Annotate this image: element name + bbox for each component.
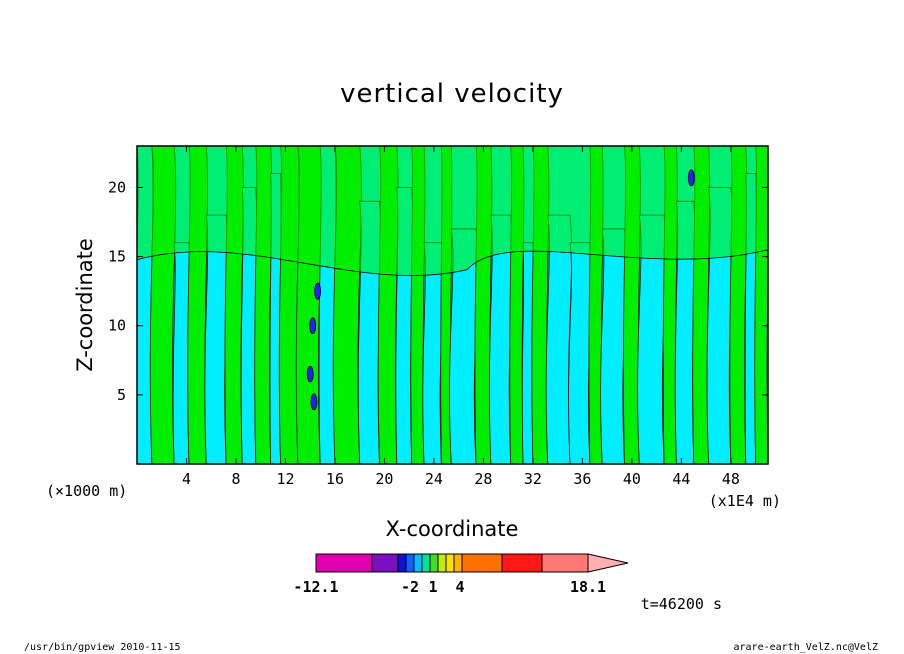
x-tick-label: 8	[231, 470, 240, 488]
colorbar-segment	[421, 553, 431, 573]
colorbar-segment	[429, 553, 439, 573]
colorbar-segment	[371, 553, 399, 573]
colorbar-segment	[413, 553, 423, 573]
colorbar-arrow	[587, 553, 629, 573]
colorbar	[315, 553, 629, 573]
colorbar-tick-label: 1	[428, 578, 437, 596]
x-tick-label: 16	[326, 470, 344, 488]
x-tick-label: 44	[672, 470, 690, 488]
y-tick-label: 10	[108, 317, 126, 335]
negative-spot	[310, 393, 318, 411]
negative-spot	[687, 169, 695, 187]
colorbar-segment	[453, 553, 463, 573]
plot-frame	[136, 145, 769, 465]
y-axis-ticks: 5 10 15 20	[108, 178, 768, 404]
negative-spot	[314, 282, 322, 300]
colorbar-max-label: 18.1	[570, 578, 606, 596]
x-tick-label: 36	[573, 470, 591, 488]
negative-spot	[306, 365, 314, 383]
negative-spot	[309, 317, 317, 335]
field-column	[600, 228, 627, 464]
y-tick-label: 5	[117, 386, 126, 404]
x-tick-label: 40	[623, 470, 641, 488]
x-tick-label: 12	[276, 470, 294, 488]
x-unit-right: (x1E4 m)	[709, 492, 781, 510]
upper-band	[137, 146, 768, 276]
velocity-field	[137, 146, 768, 464]
footer-right: arare-earth_VelZ.nc@VelZ	[734, 642, 879, 653]
x-tick-label: 4	[182, 470, 191, 488]
colorbar-tick-label: -2	[401, 578, 419, 596]
colorbar-segment	[541, 553, 589, 573]
colorbar-segment	[445, 553, 455, 573]
colorbar-tick-label: 4	[455, 578, 464, 596]
y-tick-label: 15	[108, 248, 126, 266]
colorbar-segment	[437, 553, 447, 573]
negative-velocity-spots	[306, 169, 695, 411]
time-label: t=46200 s	[641, 595, 722, 613]
colorbar-segment	[397, 553, 407, 573]
x-tick-label: 28	[474, 470, 492, 488]
x-tick-label: 48	[722, 470, 740, 488]
y-tick-label: 20	[108, 178, 126, 196]
colorbar-tick-labels: -2 1 4	[401, 578, 465, 596]
x-tick-label: 32	[524, 470, 542, 488]
colorbar-segment	[501, 553, 543, 573]
x-unit-left: (×1000 m)	[46, 482, 127, 500]
x-tick-label: 24	[425, 470, 443, 488]
field-column	[422, 242, 444, 464]
colorbar-segment	[461, 553, 503, 573]
x-tick-label: 20	[375, 470, 393, 488]
colorbar-segment	[315, 553, 373, 573]
field-column	[172, 242, 191, 464]
footer-left: /usr/bin/gpview 2010-11-15	[24, 642, 181, 653]
y-axis-label: Z-coordinate	[73, 238, 97, 372]
x-axis-label: X-coordinate	[386, 517, 519, 541]
field-column	[568, 242, 592, 464]
colorbar-min-label: -12.1	[293, 578, 338, 596]
chart-title: vertical velocity	[340, 79, 564, 109]
colorbar-segment	[405, 553, 415, 573]
x-axis-ticks: 4 8 12 16 20 24 28 32 36 40 44 48	[182, 146, 740, 488]
